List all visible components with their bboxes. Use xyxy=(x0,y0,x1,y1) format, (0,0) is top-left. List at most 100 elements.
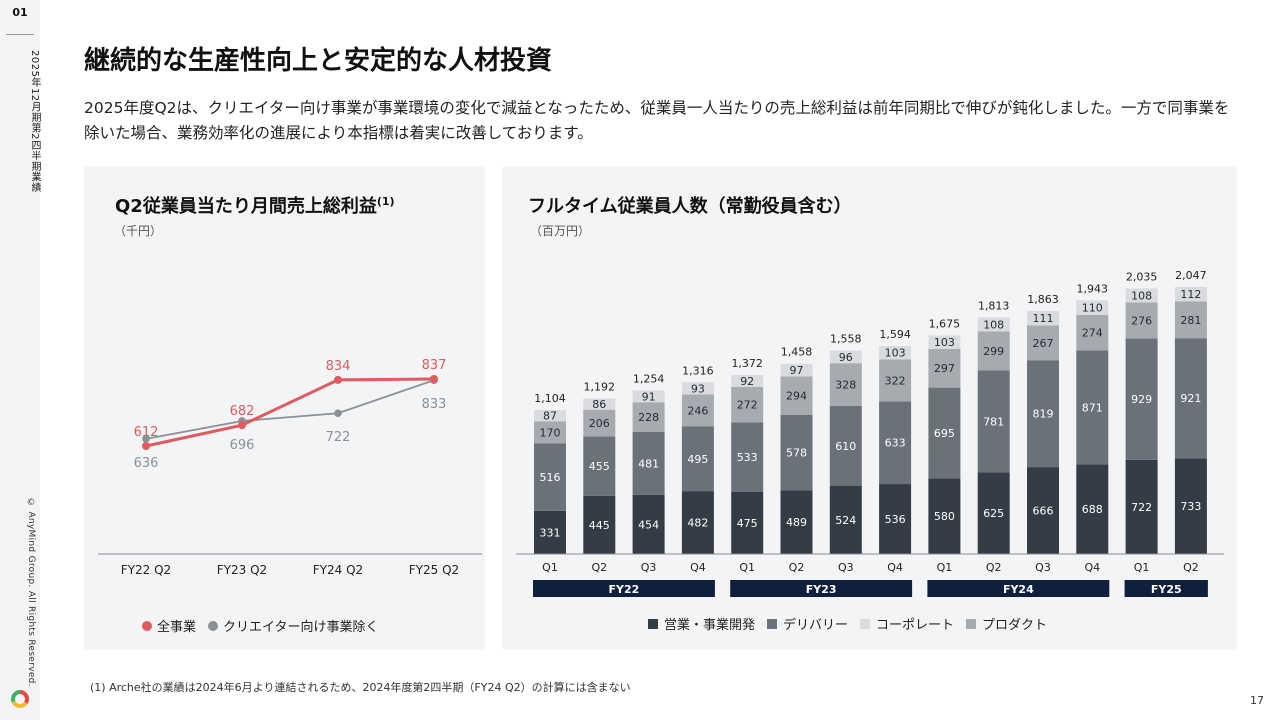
bar-segment xyxy=(977,317,1010,332)
quarter-label: Q4 xyxy=(887,561,903,574)
legend-dot-all xyxy=(142,620,152,631)
segment-label: 533 xyxy=(737,451,758,464)
sidebar: 01 2025年12月期第2四半期業績 © AnyMind Group. All… xyxy=(0,0,40,720)
segment-label: 294 xyxy=(786,390,807,403)
bar-segment xyxy=(1076,350,1109,465)
bar-segment xyxy=(1125,338,1158,460)
bar-segment xyxy=(1027,360,1059,468)
quarter-label: Q1 xyxy=(542,561,558,574)
segment-label: 103 xyxy=(885,347,906,360)
x-tick-label: FY22 Q2 xyxy=(121,563,171,577)
bar-segment xyxy=(534,409,566,422)
bar-segment xyxy=(534,421,566,444)
total-label: 1,372 xyxy=(731,357,763,370)
bar-segment xyxy=(1125,288,1158,303)
segment-label: 455 xyxy=(589,460,610,473)
slide-number: 17 xyxy=(1250,694,1264,707)
bar-segment xyxy=(731,422,764,493)
profit-per-employee-panel: Q2従業員当たり月間売上総利益(1) （千円） FY22 Q2 FY23 Q2 FY… xyxy=(84,166,485,650)
lead-text: 2025年度Q2は、クリエイター向け事業が事業環境の変化で減益となったため、従業… xyxy=(84,99,1230,142)
bar-segment xyxy=(879,345,912,360)
bar-segment xyxy=(1174,338,1207,459)
legend-label: デリバリー xyxy=(783,618,849,633)
bar-segment xyxy=(1076,314,1109,351)
total-label: 1,192 xyxy=(584,380,616,393)
segment-label: 921 xyxy=(1180,392,1201,405)
total-label: 1,316 xyxy=(682,364,714,377)
segment-label: 578 xyxy=(786,446,807,459)
total-label: 1,813 xyxy=(978,299,1010,312)
bar-segment xyxy=(1027,467,1059,554)
bar-segment xyxy=(681,491,714,554)
quarter-label: Q4 xyxy=(690,561,706,574)
quarter-label: Q3 xyxy=(1035,561,1051,574)
data-label-excl: 696 xyxy=(230,438,255,453)
legend-label: コーポレート xyxy=(876,618,955,633)
bar-segment xyxy=(1027,310,1059,326)
bar-segment xyxy=(928,348,961,388)
quarter-label: Q2 xyxy=(789,561,805,574)
series-line-excl xyxy=(145,379,435,440)
segment-label: 87 xyxy=(543,410,557,423)
segment-label: 92 xyxy=(740,375,754,388)
right-chart-unit: （百万円） xyxy=(530,224,591,238)
fiscal-year-label: FY22 xyxy=(609,583,640,596)
quarter-label: Q2 xyxy=(1183,561,1199,574)
segment-label: 328 xyxy=(835,379,856,392)
data-point xyxy=(142,435,150,443)
bar-segment xyxy=(829,350,862,364)
segment-label: 666 xyxy=(1033,505,1054,518)
segment-label: 580 xyxy=(934,510,955,523)
series-line-all xyxy=(145,377,435,448)
fiscal-year-label: FY23 xyxy=(806,583,837,596)
fiscal-year-band xyxy=(533,580,715,597)
bar-segment xyxy=(879,359,912,402)
segment-label: 633 xyxy=(885,437,906,450)
segment-label: 281 xyxy=(1180,314,1201,327)
legend-swatch xyxy=(767,618,778,629)
bar-segment xyxy=(681,394,714,427)
segment-label: 274 xyxy=(1082,327,1103,340)
total-label: 1,458 xyxy=(781,346,813,359)
fiscal-year-band xyxy=(730,580,913,597)
segment-label: 495 xyxy=(687,453,708,466)
fiscal-year-label: FY25 xyxy=(1151,583,1182,596)
sidebar-divider xyxy=(6,34,34,35)
segment-label: 524 xyxy=(835,514,856,527)
x-tick-label: FY25 Q2 xyxy=(409,563,459,577)
segment-label: 929 xyxy=(1131,393,1152,406)
bar-segment xyxy=(632,431,665,495)
total-label: 1,104 xyxy=(534,392,566,405)
data-point xyxy=(430,375,438,383)
bar-segment xyxy=(1174,286,1207,302)
line-chart: FY22 Q2 FY23 Q2 FY24 Q2 FY25 Q2 612 682 834 837… xyxy=(98,358,482,577)
segment-label: 228 xyxy=(638,411,659,424)
bar-segment xyxy=(632,402,665,432)
legend-item-excl-creator: クリエイター向け事業除く xyxy=(208,616,379,635)
segment-label: 781 xyxy=(983,415,1004,428)
segment-label: 482 xyxy=(687,517,708,530)
segment-label: 110 xyxy=(1082,302,1103,315)
section-number: 01 xyxy=(12,6,28,19)
bar-segment xyxy=(928,335,961,349)
bar-segment xyxy=(879,401,912,485)
left-chart-unit: （千円） xyxy=(114,224,163,238)
legend-label: プロダクト xyxy=(982,618,1048,633)
segment-label: 625 xyxy=(983,507,1004,520)
segment-label: 688 xyxy=(1082,503,1103,516)
data-label-all: 612 xyxy=(134,425,159,440)
total-label: 1,943 xyxy=(1077,282,1109,295)
segment-label: 445 xyxy=(589,519,610,532)
bar-segment xyxy=(879,484,912,554)
legend-item-all-business: 全事業 xyxy=(142,616,196,635)
total-label: 2,035 xyxy=(1126,270,1158,283)
bar-segment xyxy=(583,398,616,410)
data-point xyxy=(238,421,246,430)
legend-swatch xyxy=(648,618,658,629)
bar-segment xyxy=(780,490,813,554)
line-chart-legend: 全事業 クリエイター向け事業除く xyxy=(142,616,391,635)
bar-segment xyxy=(731,492,764,554)
segment-label: 489 xyxy=(786,516,807,529)
data-point xyxy=(142,442,150,450)
legend-dot-excl xyxy=(208,620,219,631)
